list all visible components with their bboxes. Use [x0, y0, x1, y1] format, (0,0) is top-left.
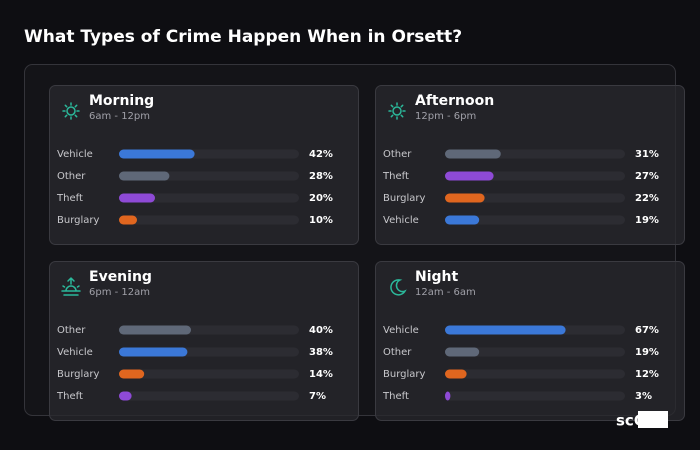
- value-label: 42%: [309, 149, 333, 160]
- bar-track: [445, 369, 625, 379]
- panel-card: [375, 85, 685, 245]
- bar: [445, 369, 467, 379]
- category-label: Other: [57, 325, 86, 336]
- panel-title: Night: [415, 269, 459, 285]
- category-label: Theft: [382, 171, 409, 182]
- bar: [445, 347, 480, 357]
- category-label: Vehicle: [383, 215, 419, 226]
- panel: Morning 6am - 12pm Vehicle 42% Other 28% Theft…: [49, 85, 359, 245]
- panel-title: Morning: [89, 93, 154, 109]
- value-label: 40%: [309, 325, 333, 336]
- value-label: 27%: [635, 171, 659, 182]
- panel-card: [49, 85, 359, 245]
- bar: [119, 215, 137, 225]
- value-label: 28%: [309, 171, 333, 182]
- category-label: Burglary: [383, 193, 425, 204]
- category-label: Burglary: [57, 369, 99, 380]
- bar: [119, 391, 132, 401]
- panel: Night 12am - 6am Vehicle 67% Other 19% Burglar…: [375, 261, 685, 421]
- category-label: Vehicle: [57, 149, 93, 160]
- bar-track: [119, 391, 299, 401]
- bar: [445, 391, 451, 401]
- logo-text: scOS: [616, 412, 657, 430]
- value-label: 19%: [635, 347, 659, 358]
- category-label: Theft: [56, 193, 83, 204]
- value-label: 22%: [635, 193, 659, 204]
- value-label: 19%: [635, 215, 659, 226]
- panel-subtitle: 6pm - 12am: [89, 287, 150, 298]
- panel-title: Evening: [89, 269, 152, 285]
- bar-track: [445, 391, 625, 401]
- category-label: Vehicle: [57, 347, 93, 358]
- logo: scOS: [616, 411, 668, 430]
- panels: Morning 6am - 12pm Vehicle 42% Other 28% Theft…: [49, 85, 685, 421]
- category-label: Theft: [56, 391, 83, 402]
- bar: [445, 325, 566, 335]
- value-label: 3%: [635, 391, 652, 402]
- bar-track: [445, 215, 625, 225]
- bar: [119, 369, 145, 379]
- bar: [445, 193, 485, 203]
- bar: [119, 347, 188, 357]
- panel-title: Afternoon: [415, 93, 494, 109]
- panel-subtitle: 6am - 12pm: [89, 111, 150, 122]
- category-label: Vehicle: [383, 325, 419, 336]
- logo-box: [638, 411, 668, 428]
- panel-card: [375, 261, 685, 421]
- category-label: Burglary: [57, 215, 99, 226]
- category-label: Burglary: [383, 369, 425, 380]
- panel: Afternoon 12pm - 6pm Other 31% Theft 27% Burgl…: [375, 85, 685, 245]
- category-label: Theft: [382, 391, 409, 402]
- value-label: 14%: [309, 369, 333, 380]
- panel-card: [49, 261, 359, 421]
- bar: [119, 149, 195, 159]
- category-label: Other: [57, 171, 86, 182]
- bar: [445, 215, 480, 225]
- bar-track: [119, 215, 299, 225]
- panel-subtitle: 12pm - 6pm: [415, 111, 476, 122]
- value-label: 7%: [309, 391, 326, 402]
- value-label: 38%: [309, 347, 333, 358]
- panel-subtitle: 12am - 6am: [415, 287, 476, 298]
- value-label: 12%: [635, 369, 659, 380]
- value-label: 31%: [635, 149, 659, 160]
- bar: [445, 149, 501, 159]
- bar-track: [119, 193, 299, 203]
- category-label: Other: [383, 149, 412, 160]
- bar: [119, 171, 170, 181]
- bar-track: [445, 193, 625, 203]
- bar-track: [119, 369, 299, 379]
- value-label: 10%: [309, 215, 333, 226]
- bar: [119, 193, 155, 203]
- bar: [445, 171, 494, 181]
- bar: [119, 325, 191, 335]
- page-title: What Types of Crime Happen When in Orset…: [24, 27, 462, 47]
- value-label: 67%: [635, 325, 659, 336]
- panel: Evening 6pm - 12am Other 40% Vehicle 38% Burgl…: [49, 261, 359, 421]
- category-label: Other: [383, 347, 412, 358]
- value-label: 20%: [309, 193, 333, 204]
- bar-track: [445, 347, 625, 357]
